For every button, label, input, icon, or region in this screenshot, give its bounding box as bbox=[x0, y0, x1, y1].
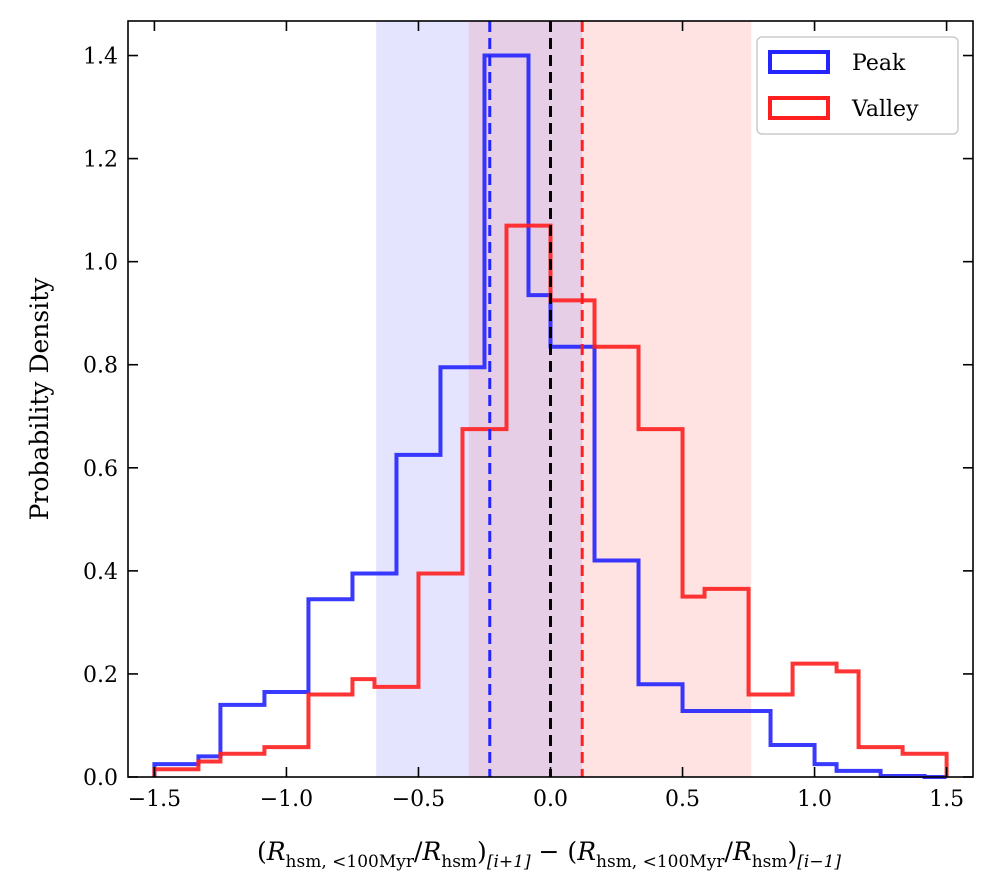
legend: Peak Valley bbox=[756, 36, 959, 135]
y-tick-label: 0.2 bbox=[83, 663, 118, 688]
valley-band bbox=[582, 21, 752, 777]
x-axis-label-text: (Rhsm, <100Myr/Rhsm)[i+1] − (Rhsm, <100M… bbox=[257, 837, 841, 872]
y-tick-label: 0.6 bbox=[83, 457, 118, 482]
y-tick-label: 0.8 bbox=[83, 354, 118, 379]
legend-box bbox=[756, 36, 959, 135]
y-tick-label: 0.0 bbox=[83, 766, 118, 791]
x-tick-label: 1.5 bbox=[929, 787, 964, 812]
series-peak bbox=[152, 53, 947, 779]
x-axis-label: (Rhsm, <100Myr/Rhsm)[i+1] − (Rhsm, <100M… bbox=[257, 837, 841, 872]
x-tick-label: 0.5 bbox=[665, 787, 700, 812]
legend-swatch-peak bbox=[768, 50, 830, 74]
shaded-bands bbox=[376, 21, 752, 777]
y-tick-label: 1.4 bbox=[83, 45, 118, 70]
y-tick-label: 1.2 bbox=[83, 148, 118, 173]
x-tick-label: 1.0 bbox=[797, 787, 832, 812]
x-tick-label: −1.5 bbox=[128, 787, 181, 812]
y-axis-label: Probability Density bbox=[25, 277, 54, 521]
axis-ticks: −1.5 −1.0 −0.5 0.0 0.5 1.0 1.5 0.0 0.2 0.4 0.6 0.8 1… bbox=[83, 21, 973, 812]
overlap-band bbox=[468, 21, 583, 777]
x-tick-label: −1.0 bbox=[260, 787, 313, 812]
legend-label-valley: Valley bbox=[851, 97, 919, 122]
y-tick-label: 1.0 bbox=[83, 251, 118, 276]
x-tick-label: 0.0 bbox=[533, 787, 568, 812]
y-tick-label: 0.4 bbox=[83, 560, 118, 585]
x-tick-label: −0.5 bbox=[392, 787, 445, 812]
reference-lines bbox=[488, 21, 584, 777]
legend-label-peak: Peak bbox=[852, 51, 906, 76]
legend-swatch-valley bbox=[768, 96, 830, 120]
